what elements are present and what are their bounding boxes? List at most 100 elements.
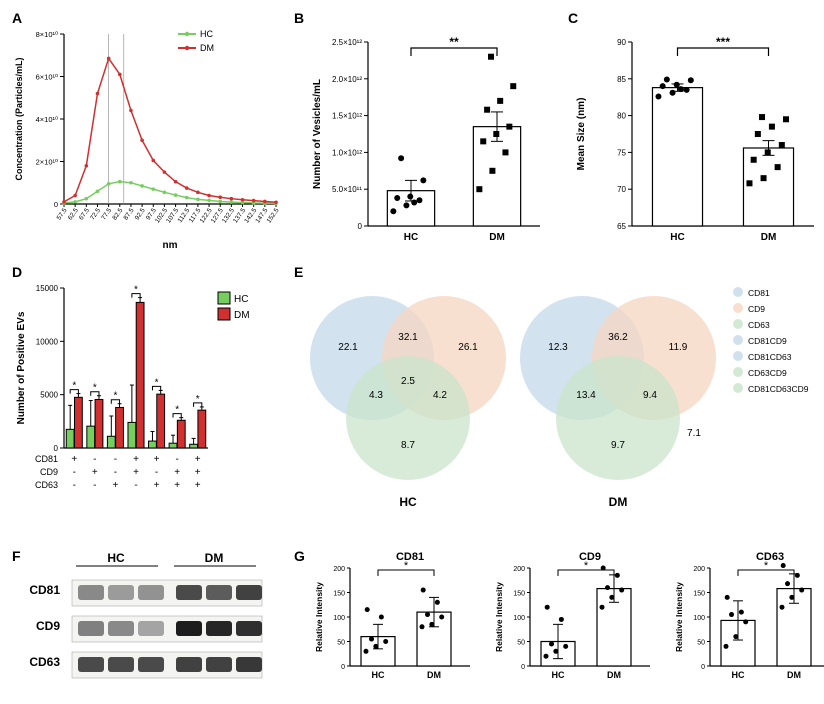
svg-text:50: 50 [337, 640, 345, 647]
svg-text:+: + [195, 480, 201, 491]
panel-f-label: F [12, 548, 21, 564]
svg-text:DM: DM [427, 670, 441, 680]
svg-text:+: + [71, 454, 77, 465]
svg-text:CD9: CD9 [579, 551, 601, 563]
svg-text:100: 100 [693, 615, 705, 622]
svg-text:57.5: 57.5 [56, 207, 69, 222]
svg-text:200: 200 [513, 566, 525, 573]
svg-text:+: + [133, 454, 139, 465]
svg-text:CD81: CD81 [35, 454, 58, 464]
panel-e-label: E [294, 264, 303, 280]
svg-text:HC: HC [107, 551, 125, 565]
svg-text:9.7: 9.7 [611, 440, 625, 451]
svg-text:200: 200 [693, 566, 705, 573]
relative-intensity-bars: 050100150200Relative IntensityHCDM*CD810… [290, 546, 824, 696]
svg-text:CD63: CD63 [35, 480, 58, 490]
svg-text:4.3: 4.3 [369, 390, 383, 401]
svg-text:HC: HC [399, 495, 417, 509]
svg-text:1.0×10¹²: 1.0×10¹² [332, 148, 362, 157]
svg-text:9.4: 9.4 [643, 390, 657, 401]
svg-text:+: + [133, 467, 139, 478]
svg-text:+: + [92, 467, 98, 478]
svg-text:26.1: 26.1 [458, 342, 478, 353]
svg-text:2.5×10¹²: 2.5×10¹² [332, 38, 362, 47]
svg-text:+: + [154, 454, 160, 465]
svg-text:Mean Size (nm): Mean Size (nm) [576, 98, 587, 171]
svg-text:0: 0 [358, 222, 363, 231]
svg-text:15000: 15000 [36, 284, 59, 293]
svg-text:2.0×10¹²: 2.0×10¹² [332, 75, 362, 84]
svg-text:65: 65 [617, 222, 626, 231]
svg-text:CD63: CD63 [756, 551, 784, 563]
svg-text:67.5: 67.5 [78, 207, 91, 222]
vesicle-count-bar: 0 5.0×10¹¹ 1.0×10¹² 1.5×10¹² 2.0×10¹² 2.5×10¹… [290, 18, 560, 258]
svg-text:HC: HC [372, 670, 385, 680]
svg-text:nm: nm [163, 240, 178, 251]
svg-text:DM: DM [205, 551, 224, 565]
svg-text:DM: DM [607, 670, 621, 680]
svg-text:200: 200 [333, 566, 345, 573]
svg-text:*: * [113, 391, 117, 402]
svg-text:0: 0 [521, 664, 525, 671]
svg-text:-: - [155, 467, 158, 478]
svg-text:32.1: 32.1 [398, 332, 418, 343]
svg-text:CD63: CD63 [29, 655, 60, 669]
svg-text:77.5: 77.5 [100, 207, 113, 222]
svg-text:5.0×10¹¹: 5.0×10¹¹ [332, 185, 362, 194]
panel-d-grouped-bar: D 050001000015000Number of Positive EVs*… [8, 262, 286, 542]
svg-text:-: - [134, 480, 137, 491]
svg-text:HC: HC [732, 670, 745, 680]
svg-text:HC: HC [234, 294, 248, 305]
svg-text:Number of Positive EVs: Number of Positive EVs [16, 311, 27, 424]
svg-text:50: 50 [697, 640, 705, 647]
svg-text:1.5×10¹²: 1.5×10¹² [332, 112, 362, 121]
svg-text:75: 75 [617, 148, 626, 157]
svg-text:DM: DM [234, 310, 250, 321]
svg-text:*: * [196, 394, 200, 405]
svg-text:CD9: CD9 [748, 304, 765, 314]
svg-text:Relative Intensity: Relative Intensity [674, 582, 684, 652]
svg-text:50: 50 [517, 640, 525, 647]
svg-text:4.2: 4.2 [433, 390, 447, 401]
panel-f-blot: F HCDMCD81CD9CD63 [8, 546, 286, 696]
svg-text:*: * [134, 285, 138, 296]
svg-text:90: 90 [617, 38, 626, 47]
svg-text:***: *** [716, 35, 730, 49]
svg-text:Relative Intensity: Relative Intensity [314, 582, 324, 652]
svg-text:6×10¹⁰: 6×10¹⁰ [36, 73, 58, 82]
svg-text:150: 150 [513, 591, 525, 598]
concentration-line-chart: 02×10¹⁰4×10¹⁰6×10¹⁰8×10¹⁰57.562.567.572.… [8, 16, 286, 266]
svg-text:0: 0 [341, 664, 345, 671]
svg-text:150: 150 [693, 591, 705, 598]
svg-text:Concentration (Particles/mL): Concentration (Particles/mL) [14, 57, 24, 180]
svg-text:10000: 10000 [36, 337, 59, 346]
svg-text:4×10¹⁰: 4×10¹⁰ [36, 115, 58, 124]
svg-text:100: 100 [333, 615, 345, 622]
svg-text:Relative Intensity: Relative Intensity [494, 582, 504, 652]
svg-text:0: 0 [701, 664, 705, 671]
svg-text:*: * [93, 383, 97, 394]
svg-text:5000: 5000 [40, 391, 58, 400]
svg-text:100: 100 [513, 615, 525, 622]
svg-text:0: 0 [54, 200, 58, 209]
svg-text:150: 150 [333, 591, 345, 598]
svg-text:+: + [195, 454, 201, 465]
svg-text:CD63CD9: CD63CD9 [748, 368, 787, 378]
svg-text:-: - [73, 467, 76, 478]
svg-text:+: + [174, 480, 180, 491]
svg-text:36.2: 36.2 [608, 332, 628, 343]
svg-text:87.5: 87.5 [123, 207, 136, 222]
svg-text:DM: DM [200, 43, 214, 53]
svg-text:8.7: 8.7 [401, 440, 415, 451]
svg-text:*: * [155, 377, 159, 388]
panel-e-venn: E 22.126.18.732.14.34.22.5HC12.311.99.73… [290, 262, 824, 542]
panel-a-line-chart: A 02×10¹⁰4×10¹⁰6×10¹⁰8×10¹⁰57.562.567.57… [8, 8, 286, 258]
svg-text:CD9: CD9 [40, 467, 58, 477]
svg-text:*: * [72, 381, 76, 392]
svg-text:72.5: 72.5 [89, 207, 102, 222]
svg-text:-: - [93, 480, 96, 491]
svg-text:82.5: 82.5 [111, 207, 124, 222]
svg-text:CD63: CD63 [748, 320, 770, 330]
panel-b-bar: B 05.0×10¹¹1.0×10¹²1.5×10¹²2.0×10¹²2.5×1… [290, 8, 560, 258]
svg-text:13.4: 13.4 [576, 390, 596, 401]
